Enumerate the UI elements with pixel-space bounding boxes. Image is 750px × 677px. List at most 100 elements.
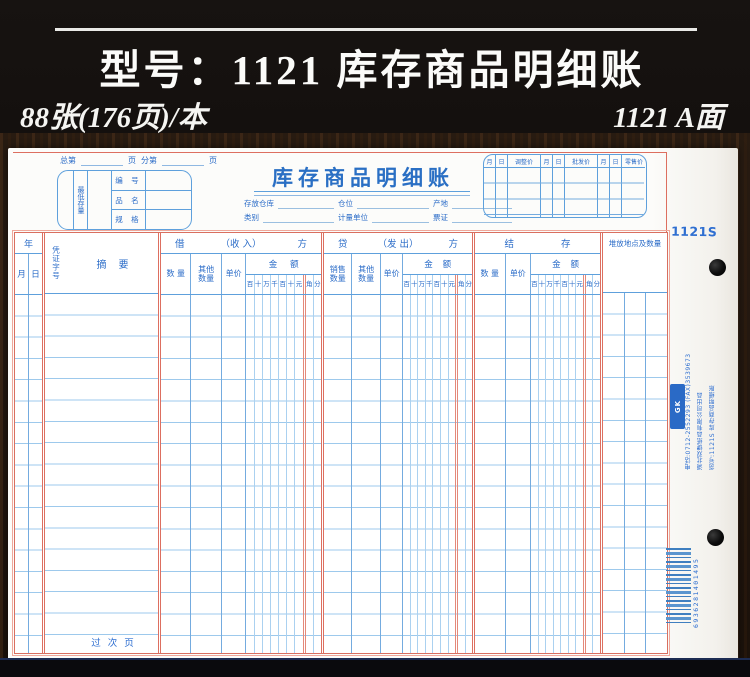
day-body-col xyxy=(28,295,42,653)
amount-body xyxy=(402,295,472,653)
red-divider xyxy=(302,275,306,294)
amount-digit-label: 分 xyxy=(312,275,321,294)
amount-grid-column xyxy=(567,295,576,653)
date-body xyxy=(15,295,42,653)
body-column xyxy=(161,295,190,653)
amount-digit-label: 千 xyxy=(424,275,433,294)
debit-body xyxy=(161,295,321,653)
carry-forward-label: 过次页 xyxy=(91,638,141,649)
body-column xyxy=(324,295,351,653)
product-number-line: 货号:1121S 库存商品明细账 xyxy=(709,384,716,470)
field-blank-line xyxy=(263,214,334,223)
amount-grid-column xyxy=(294,295,302,653)
balance-body xyxy=(475,295,600,653)
body-column xyxy=(603,293,624,653)
unit-price-header: 单价 xyxy=(220,254,246,294)
item-number-label: 编 号 xyxy=(115,175,142,185)
amount-header-block: 金 额 百十万千百十元角分 xyxy=(530,254,600,294)
year-header: 年 xyxy=(15,233,42,254)
amount-digit-label: 百 xyxy=(278,275,286,294)
amount-digit-label: 分 xyxy=(464,275,473,294)
amount-digit-label: 元 xyxy=(575,275,583,294)
price-retail-label: 零售价 xyxy=(624,159,643,166)
field-unit-label: 计量单位 xyxy=(338,213,368,222)
banner-divider-rule xyxy=(55,28,697,31)
qty-header: 数 量 xyxy=(480,269,500,279)
amount-char: 金 xyxy=(424,260,433,271)
amount-grid-column xyxy=(560,295,568,653)
label-ye: 页 xyxy=(209,156,217,165)
amount-char: 额 xyxy=(570,260,580,271)
credit-subheaders: 销售 数量 其他 数量 单价 金 额 百十万千百十元角分 xyxy=(324,254,472,295)
month-day-header: 月 日 xyxy=(15,254,42,295)
item-spec-value xyxy=(145,210,191,229)
balance-group-title: 结 存 xyxy=(475,233,600,254)
credit-group-title: 贷 （发 出） 方 xyxy=(324,233,472,254)
amount-grid-column xyxy=(432,295,440,653)
amount-digit-label: 十 xyxy=(286,275,294,294)
amount-digit-row: 百十万千百十元角分 xyxy=(246,275,321,294)
body-column xyxy=(351,295,379,653)
punch-hole xyxy=(707,529,724,546)
amount-digit-label: 万 xyxy=(417,275,425,294)
month-header: 月 xyxy=(17,270,26,280)
amount-char: 金 xyxy=(552,260,561,271)
body-column xyxy=(623,293,646,653)
red-divider xyxy=(472,233,475,653)
item-name-row: 品 名 xyxy=(112,189,191,210)
max-stock-cell xyxy=(58,171,73,229)
amount-grid-column xyxy=(253,295,262,653)
barcode-digits: 6936281401495 xyxy=(692,557,700,628)
location-body xyxy=(603,293,667,653)
field-blank-line xyxy=(357,200,429,209)
amount-grid-column xyxy=(537,295,546,653)
credit-fang: 方 xyxy=(448,239,458,250)
balance-char: 结 xyxy=(504,239,514,250)
price-month-col: 月 xyxy=(484,155,495,217)
stock-info-box: 最低存量 编 号 品 名 规 格 xyxy=(57,170,192,230)
voucher-column: 凭证字号 xyxy=(45,233,67,653)
field-blank-line xyxy=(452,200,512,209)
amount-grid-column xyxy=(592,295,600,653)
field-blank-line xyxy=(452,214,512,223)
red-divider xyxy=(582,275,586,294)
balance-char: 存 xyxy=(560,239,571,250)
amount-digit-label: 十 xyxy=(440,275,448,294)
amount-grid-column xyxy=(261,295,270,653)
price-day-label: 日 xyxy=(612,159,619,166)
amount-digit-label: 百 xyxy=(403,280,410,289)
amount-grid-column xyxy=(246,295,253,653)
amount-grid-column xyxy=(306,295,313,653)
amount-digit-label: 元 xyxy=(447,275,456,294)
amount-char: 额 xyxy=(442,260,452,271)
title-underline-2 xyxy=(254,195,470,196)
barcode xyxy=(666,548,691,625)
debit-fang: 方 xyxy=(297,239,307,250)
price-box-row-lines xyxy=(484,168,644,215)
model-code: 1121S xyxy=(670,223,718,240)
amount-grid-column xyxy=(286,295,294,653)
price-box-header-rule xyxy=(483,167,645,168)
paper-top-rule xyxy=(13,152,667,153)
red-divider xyxy=(582,295,586,653)
amount-grid-column xyxy=(464,295,473,653)
amount-grid-column xyxy=(409,295,418,653)
item-number-value xyxy=(145,171,191,190)
item-name-label: 品 名 xyxy=(115,195,142,205)
label-ye: 页 xyxy=(128,156,136,165)
amount-grid-column xyxy=(545,295,553,653)
price-month-label: 月 xyxy=(543,159,550,166)
debit-group-title: 借 （收 入） 方 xyxy=(161,233,321,254)
amount-body xyxy=(245,295,321,653)
other-qty-header: 其他 数量 xyxy=(190,254,220,294)
amount-grid-column xyxy=(312,295,321,653)
amount-grid-column xyxy=(269,295,278,653)
brand-logo-text: GK xyxy=(673,399,682,414)
qty-header: 数 量 xyxy=(166,269,185,279)
date-column: 年 月 日 xyxy=(15,233,42,653)
item-spec-row: 规 格 xyxy=(112,209,191,229)
amount-digit-label: 万 xyxy=(545,275,553,294)
amount-digit-label: 十 xyxy=(409,275,418,294)
amount-char: 金 xyxy=(268,260,278,271)
amount-digit-label: 千 xyxy=(552,275,561,294)
